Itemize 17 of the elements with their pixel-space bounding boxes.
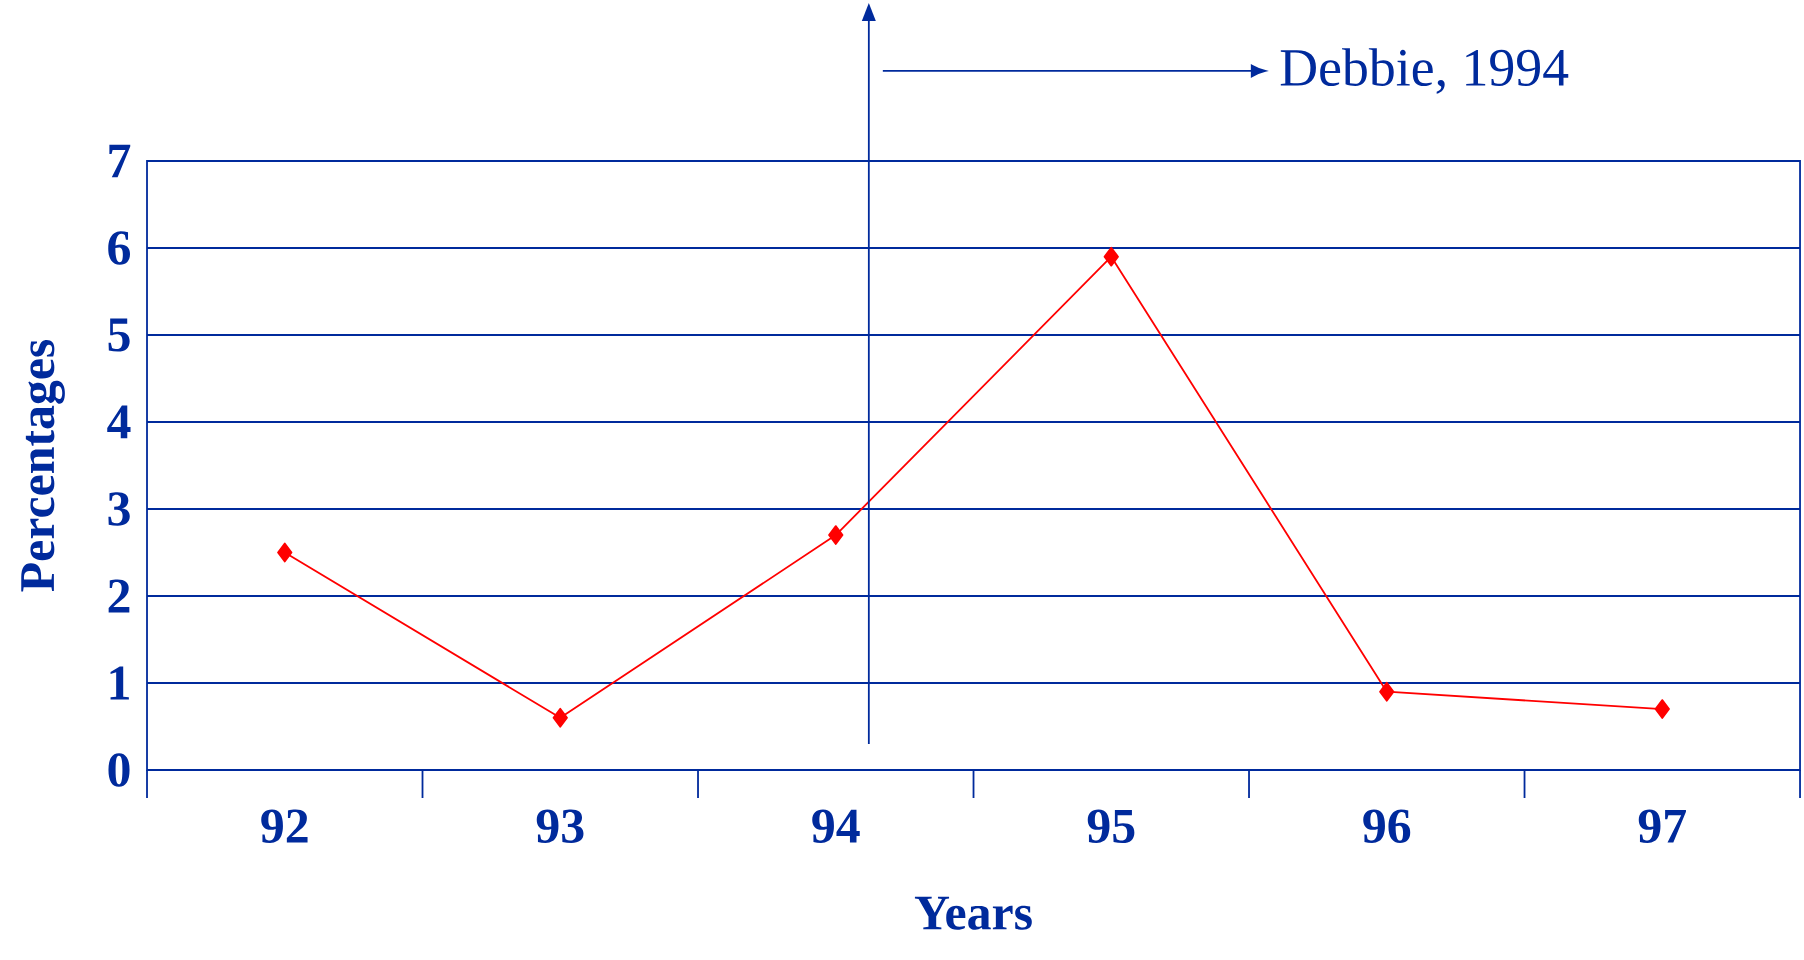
x-tick-label: 92: [261, 809, 308, 844]
x-tick-label: 94: [812, 809, 860, 844]
y-tick-label: 7: [109, 144, 131, 178]
x-tick-label: 95: [1087, 809, 1135, 844]
x-tick-label: 96: [1363, 809, 1411, 844]
y-tick-label: 2: [108, 579, 130, 613]
y-tick-label: 6: [108, 231, 130, 265]
x-tick-label: 93: [536, 809, 584, 844]
y-tick-label: 1: [110, 666, 129, 700]
y-axis-title: Percentages: [21, 339, 65, 592]
y-tick-label: 4: [107, 405, 131, 439]
x-axis-title: Years: [914, 896, 1032, 930]
ref-line-label: Debbie, 1994: [1280, 48, 1569, 94]
y-tick-label: 0: [108, 753, 130, 787]
x-tick-label: 97: [1638, 809, 1686, 844]
y-tick-label: 3: [108, 492, 130, 526]
y-tick-label: 5: [108, 318, 130, 352]
